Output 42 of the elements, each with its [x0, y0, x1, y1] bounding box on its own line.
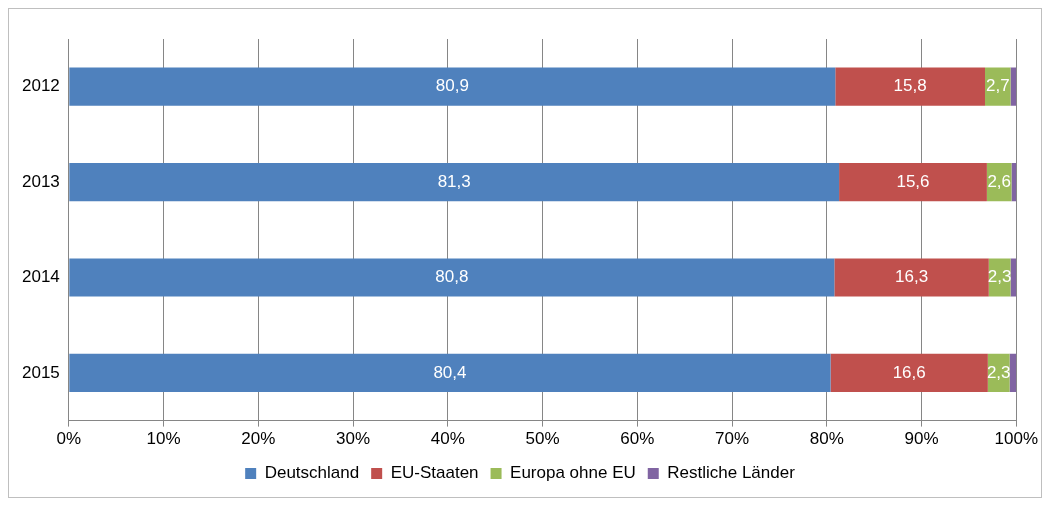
data-label: 16,6 [892, 362, 926, 382]
bar [835, 67, 985, 106]
y-tick-label: 2015 [21, 362, 60, 382]
bar [985, 67, 1011, 106]
x-tick-label: 60% [620, 429, 655, 449]
legend-label: Deutschland [264, 463, 360, 483]
bar [1010, 258, 1017, 297]
x-tick-label: 0% [56, 429, 82, 449]
bar [69, 353, 831, 392]
bar [69, 258, 835, 297]
x-tick-label: 40% [430, 429, 465, 449]
x-tick-label: 70% [715, 429, 750, 449]
legend-label: Restliche Länder [667, 463, 796, 483]
x-tick-label: 10% [146, 429, 181, 449]
bar [69, 67, 836, 106]
x-tick-label: 50% [525, 429, 560, 449]
data-label: 15,8 [893, 76, 927, 96]
bar [1009, 353, 1017, 392]
data-label: 80,8 [435, 267, 469, 287]
x-tick-label: 100% [994, 429, 1038, 449]
y-tick-label: 2012 [21, 76, 60, 96]
bar [834, 258, 989, 297]
x-tick-label: 80% [809, 429, 844, 449]
legend-label: Europa ohne EU [510, 463, 636, 483]
x-tick-label: 30% [336, 429, 371, 449]
data-label: 16,3 [895, 267, 929, 287]
data-label: 2,3 [987, 267, 1012, 287]
legend-label: EU-Staaten [390, 463, 479, 483]
bar [839, 163, 987, 202]
y-tick-label: 2014 [21, 267, 60, 287]
data-label: 81,3 [437, 171, 471, 191]
data-label: 2,6 [987, 171, 1012, 191]
bar [69, 163, 840, 202]
x-tick-label: 20% [241, 429, 276, 449]
data-label: 15,6 [896, 171, 930, 191]
y-tick-label: 2013 [21, 171, 60, 191]
data-label: 2,7 [985, 76, 1010, 96]
x-tick-label: 90% [904, 429, 939, 449]
data-label: 80,4 [433, 362, 467, 382]
bar [830, 353, 988, 392]
data-label: 80,9 [435, 76, 469, 96]
data-label: 2,3 [986, 362, 1011, 382]
